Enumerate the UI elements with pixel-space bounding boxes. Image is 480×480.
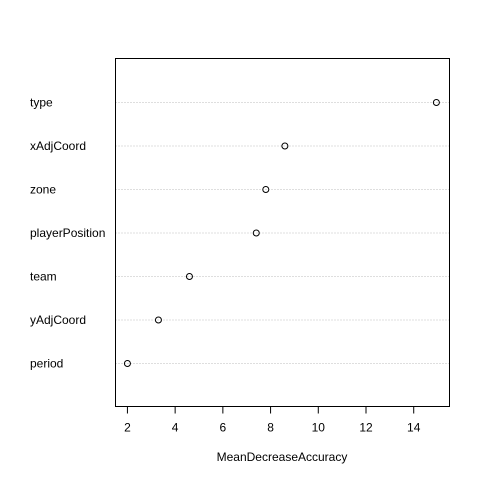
point-period	[123, 360, 131, 367]
category-label-zone: zone	[30, 183, 56, 197]
point-playerposition	[252, 229, 260, 237]
data-points	[123, 99, 440, 367]
x-tick-label-6: 6	[220, 421, 227, 435]
x-tick-label-10: 10	[312, 421, 326, 435]
category-label-playerposition: playerPosition	[30, 226, 105, 240]
category-label-type: type	[30, 96, 53, 110]
point-zone	[262, 186, 270, 193]
category-label-yadjcoord: yAdjCoord	[30, 313, 86, 327]
x-tick-label-14: 14	[407, 421, 421, 435]
x-tick-label-4: 4	[172, 421, 179, 435]
point-yadjcoord	[154, 316, 162, 324]
point-xadjcoord	[281, 142, 289, 150]
x-tick-label-12: 12	[359, 421, 373, 435]
x-axis-title: MeanDecreaseAccuracy	[217, 450, 348, 464]
x-axis: 2 4 6 8 10 12 14	[124, 406, 421, 435]
category-label-team: team	[30, 270, 57, 284]
point-type	[432, 99, 440, 106]
x-tick-label-8: 8	[267, 421, 274, 435]
category-labels: type xAdjCoord zone playerPosition team yAdjC…	[30, 96, 105, 371]
category-label-xadjcoord: xAdjCoord	[30, 139, 86, 153]
category-label-period: period	[30, 357, 63, 371]
x-tick-label-2: 2	[124, 421, 131, 435]
point-team	[185, 273, 193, 280]
